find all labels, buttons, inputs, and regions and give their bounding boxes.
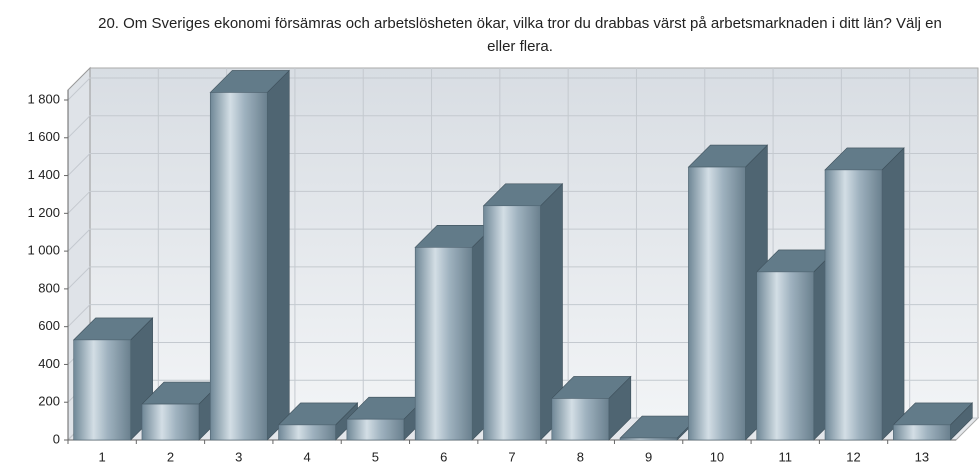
x-tick-label: 9 (645, 449, 652, 464)
y-tick-label: 800 (38, 280, 60, 295)
bar (824, 169, 883, 441)
bar (619, 437, 678, 441)
bar (278, 424, 336, 441)
bar-side (881, 147, 905, 441)
x-tick-label: 5 (372, 449, 379, 464)
bar (141, 403, 200, 441)
x-tick-label: 8 (577, 449, 584, 464)
bar (688, 166, 746, 441)
y-tick-label: 1 400 (27, 167, 60, 182)
x-tick-label: 6 (440, 449, 447, 464)
bar (346, 418, 405, 441)
grid-line (67, 77, 978, 101)
x-tick-label: 13 (915, 449, 929, 464)
y-tick-label: 1 200 (27, 205, 60, 220)
x-tick-label: 7 (508, 449, 515, 464)
bar (756, 271, 815, 441)
x-tick-label: 1 (99, 449, 106, 464)
x-tick-label: 2 (167, 449, 174, 464)
grid-line (67, 115, 978, 139)
y-tick-label: 600 (38, 318, 60, 333)
bar (483, 205, 541, 441)
x-tick-label: 10 (710, 449, 724, 464)
grid-line (67, 266, 978, 290)
y-tick-label: 200 (38, 394, 60, 409)
y-tick-label: 1 600 (27, 129, 60, 144)
chart-title: 20. Om Sveriges ekonomi försämras och ar… (98, 15, 942, 55)
bar (893, 424, 951, 441)
x-tick-label: 12 (846, 449, 860, 464)
x-tick-label: 11 (778, 449, 792, 464)
y-tick-label: 1 800 (27, 91, 60, 106)
grid-line (67, 153, 978, 176)
bar (551, 398, 610, 441)
grid-line (67, 228, 978, 252)
bar (414, 247, 473, 441)
bar (209, 92, 268, 441)
grid-line (67, 304, 978, 328)
y-tick-label: 400 (38, 356, 60, 371)
x-tick-label: 3 (235, 449, 242, 464)
bar (73, 339, 131, 441)
grid-line (67, 190, 978, 214)
bar-side (266, 69, 290, 441)
x-tick-label: 4 (303, 449, 310, 464)
y-tick-label: 1 000 (27, 243, 60, 258)
y-tick-label: 0 (53, 431, 60, 446)
